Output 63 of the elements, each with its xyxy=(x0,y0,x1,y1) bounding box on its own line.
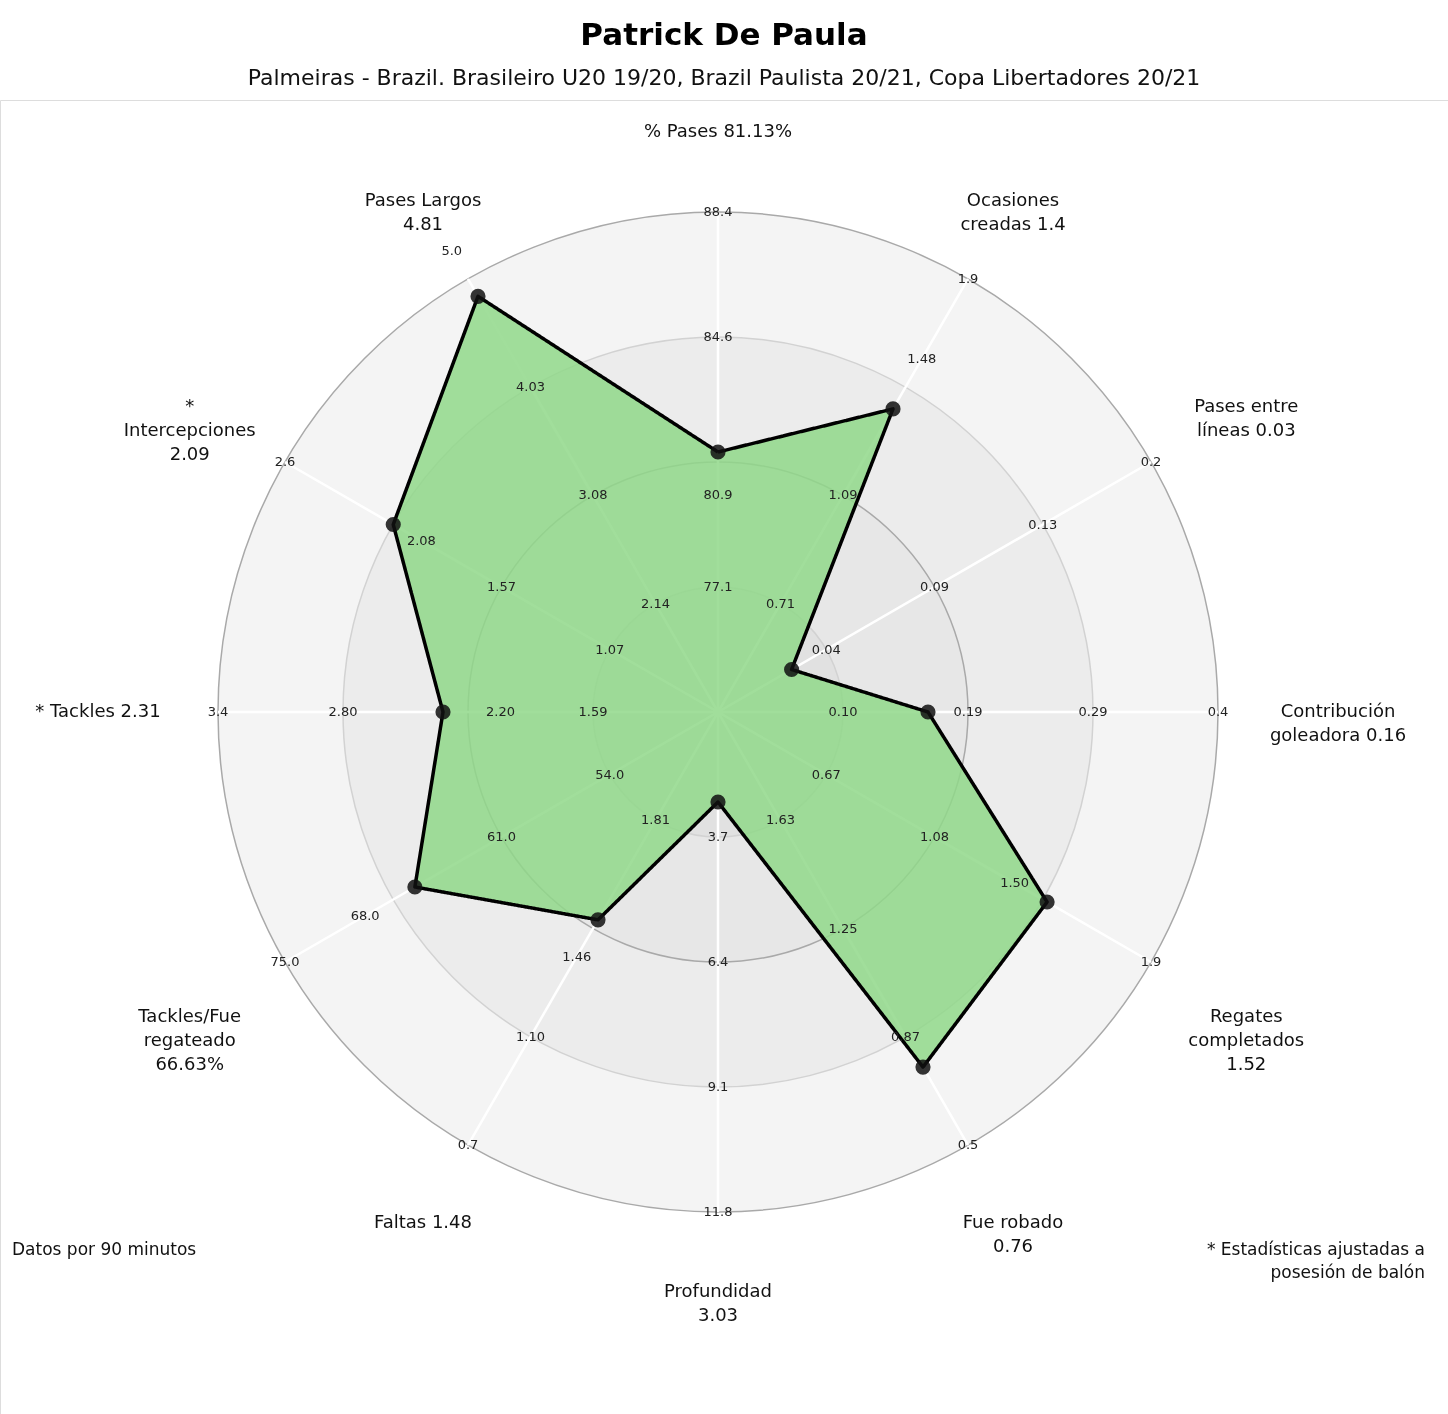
spoke-label: * Intercepciones 2.09 xyxy=(123,395,256,464)
chart-subtitle: Palmeiras - Brazil. Brasileiro U20 19/20, Brazil Paulista 20/21, Copa Libertadores 20/21 xyxy=(247,65,1201,90)
text: * Estadísticas ajustadas a posesión de balón xyxy=(1206,1239,1425,1282)
text: 61.0 xyxy=(487,829,516,844)
text: 1.9 xyxy=(1140,954,1162,969)
text: 3.08 xyxy=(578,487,608,503)
chart-title: Patrick De Paula xyxy=(580,16,868,52)
text: 9.1 xyxy=(707,1079,729,1094)
text: 0.13 xyxy=(1028,516,1058,532)
text: 3.7 xyxy=(707,829,729,844)
spoke-label: Faltas 1.48 xyxy=(374,1210,472,1232)
spoke-label: Fue robado 0.76 xyxy=(962,1210,1064,1256)
text: 5.0 xyxy=(441,242,463,258)
text: 75.0 xyxy=(270,954,300,969)
text: 3.4 xyxy=(207,704,229,719)
text: 84.6 xyxy=(703,329,733,344)
text: 0.09 xyxy=(920,579,949,594)
text: 2.08 xyxy=(406,532,436,548)
text: 1.48 xyxy=(907,351,937,367)
text: 54.0 xyxy=(595,766,625,782)
text: 1.07 xyxy=(595,641,625,657)
text: 11.8 xyxy=(703,1204,733,1219)
spoke-label: Contribución goleadora 0.16 xyxy=(1269,700,1407,745)
spoke-label: Ocasiones creadas 1.4 xyxy=(960,189,1066,235)
text: 0.4 xyxy=(1207,704,1229,719)
text: 0.04 xyxy=(811,641,841,657)
text: 1.25 xyxy=(828,920,858,936)
text: 2.80 xyxy=(328,704,358,719)
spoke-label: % Pases 81.13% xyxy=(643,120,793,141)
text: 2.14 xyxy=(641,595,670,611)
text: 0.2 xyxy=(1140,454,1162,469)
text: 0.10 xyxy=(828,704,858,719)
text: 1.59 xyxy=(578,704,608,719)
text: 0.71 xyxy=(766,595,795,611)
spoke-label: Tackles/Fue regateado 66.63% xyxy=(137,1005,242,1074)
text: 88.4 xyxy=(703,204,733,219)
text: 6.4 xyxy=(707,954,729,969)
text: 80.9 xyxy=(703,486,733,502)
text: 68.0 xyxy=(350,907,380,923)
text: Datos por 90 minutos xyxy=(12,1239,197,1259)
text: 4.03 xyxy=(516,379,545,395)
text: 1.46 xyxy=(562,948,592,964)
text: 0.29 xyxy=(1078,704,1108,719)
text: 1.63 xyxy=(766,812,795,828)
spoke-label: Pases entre líneas 0.03 xyxy=(1194,395,1299,440)
spoke-label: Regates completados 1.52 xyxy=(1188,1005,1305,1074)
text: 0.5 xyxy=(957,1137,979,1153)
spoke-label: * Tackles 2.31 xyxy=(35,700,161,721)
text: 1.10 xyxy=(516,1028,545,1044)
text: 77.1 xyxy=(703,579,733,594)
text: 0.7 xyxy=(457,1137,479,1153)
text: 0.19 xyxy=(953,704,983,719)
spoke-label: Profundidad 3.03 xyxy=(663,1280,773,1325)
text: 1.81 xyxy=(641,812,670,828)
spoke-label: Pases Largos 4.81 xyxy=(364,189,482,235)
text: 1.50 xyxy=(1000,875,1030,891)
text: 1.09 xyxy=(828,487,858,503)
text: 1.9 xyxy=(957,270,979,286)
text: 2.20 xyxy=(486,704,515,719)
text: 0.67 xyxy=(811,766,841,782)
text: 2.6 xyxy=(274,454,296,469)
text: 1.08 xyxy=(920,829,949,844)
text: 1.57 xyxy=(487,579,516,594)
